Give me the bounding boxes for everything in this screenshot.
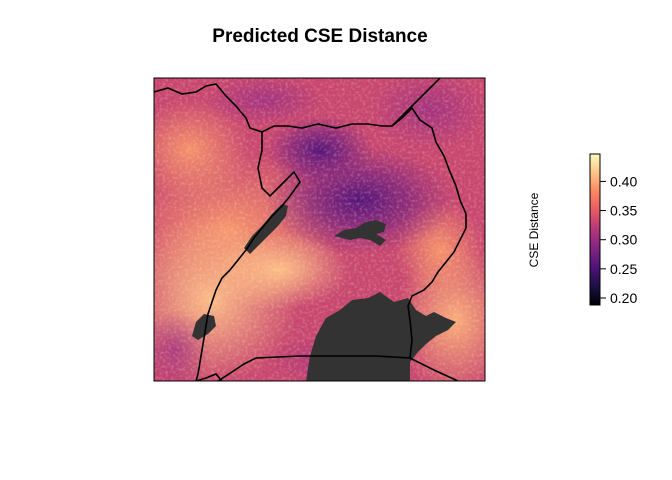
raster-field	[154, 78, 485, 381]
lake-masks	[192, 204, 456, 381]
legend-title: CSE Distance	[527, 192, 541, 267]
legend-tick-label: 0.20	[610, 290, 637, 306]
legend-tick-label: 0.25	[610, 261, 637, 277]
map-title: Predicted CSE Distance	[212, 26, 428, 47]
lake-edward	[192, 314, 216, 340]
border-path-lake	[217, 355, 459, 381]
legend-ticks: 0.20 0.25 0.30 0.35 0.40	[600, 173, 637, 306]
lake-victoria	[306, 292, 456, 381]
legend-tick-label: 0.40	[610, 173, 637, 189]
colorbar-frame	[589, 153, 601, 306]
lake-albert	[244, 204, 288, 254]
legend-tick-label: 0.30	[610, 232, 637, 248]
legend-tick-label: 0.35	[610, 203, 637, 219]
legend-colorbar: 0.20 0.25 0.30 0.35 0.40	[589, 153, 637, 306]
border-path	[154, 83, 467, 359]
border-path-drc	[195, 132, 301, 381]
map-frame	[153, 77, 486, 382]
colorbar-gradient	[590, 154, 600, 305]
lake-kyoga	[334, 220, 386, 246]
border-path-sw	[195, 373, 223, 381]
border-path-ne	[391, 78, 441, 127]
country-borders	[154, 78, 467, 381]
